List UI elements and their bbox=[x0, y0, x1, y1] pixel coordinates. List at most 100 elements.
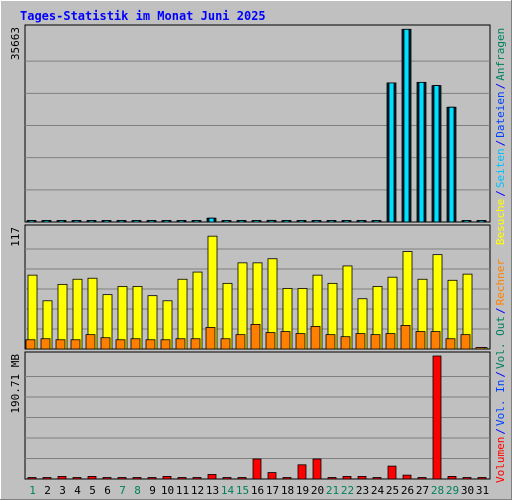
legend-item: Besuche bbox=[494, 199, 507, 245]
volume-kbytes-bar bbox=[312, 458, 322, 480]
hits-pages-bar bbox=[463, 220, 470, 223]
day-label: 10 bbox=[161, 484, 174, 497]
visits-sites-bar bbox=[25, 339, 36, 350]
volume-kbytes-bar bbox=[192, 477, 202, 480]
day-label: 12 bbox=[191, 484, 204, 497]
hits-pages-bar bbox=[178, 220, 185, 223]
volume-kbytes-bar bbox=[42, 477, 52, 480]
hits-pages-bar bbox=[313, 220, 320, 223]
day-label: 22 bbox=[341, 484, 354, 497]
day-label: 4 bbox=[74, 484, 81, 497]
legend-item: Dateien bbox=[494, 91, 507, 137]
visits-visits-bar bbox=[27, 274, 38, 350]
visits-sites-bar bbox=[100, 337, 111, 350]
visits-sites-bar bbox=[40, 338, 51, 350]
visits-sites-bar bbox=[160, 339, 171, 350]
day-label: 13 bbox=[206, 484, 219, 497]
volume-kbytes-bar bbox=[102, 477, 112, 480]
hits-pages-bar bbox=[163, 220, 170, 223]
legend-item: / bbox=[494, 190, 507, 197]
day-label: 29 bbox=[446, 484, 459, 497]
hits-pages-bar bbox=[58, 220, 65, 223]
hits-pages-bar bbox=[448, 106, 455, 223]
hits-pages-bar bbox=[388, 82, 395, 223]
hits-pages-bar bbox=[403, 28, 410, 223]
volume-kbytes-bar bbox=[72, 477, 82, 480]
visits-sites-bar bbox=[190, 338, 201, 350]
legend-item: Vol. In bbox=[494, 380, 507, 426]
legend-item: Anfragen bbox=[494, 28, 507, 81]
volume-kbytes-bar bbox=[327, 477, 337, 480]
volume-max-label: 190.71 MB bbox=[9, 354, 22, 414]
hits-pages-bar bbox=[208, 217, 215, 223]
legend-item: / bbox=[494, 371, 507, 378]
hits-pages-bar bbox=[478, 220, 485, 223]
day-label: 5 bbox=[89, 484, 96, 497]
visits-sites-bar bbox=[70, 339, 81, 350]
volume-kbytes-bar bbox=[132, 477, 142, 480]
legend-item: / bbox=[494, 307, 507, 314]
legend-item: Vol. Out bbox=[494, 316, 507, 369]
day-label: 26 bbox=[401, 484, 414, 497]
day-label: 2 bbox=[44, 484, 51, 497]
day-label: 27 bbox=[416, 484, 429, 497]
volume-kbytes-bar bbox=[27, 477, 37, 480]
visits-sites-bar bbox=[295, 333, 306, 350]
visits-max-label: 117 bbox=[9, 227, 22, 247]
visits-sites-bar bbox=[310, 326, 321, 350]
day-label: 9 bbox=[149, 484, 156, 497]
volume-kbytes-bar bbox=[117, 477, 127, 480]
volume-kbytes-bar bbox=[432, 355, 442, 480]
visits-sites-bar bbox=[475, 347, 486, 350]
panel-volume: 190.71 MB bbox=[9, 351, 491, 480]
volume-kbytes-bar bbox=[342, 476, 352, 480]
day-label: 1 bbox=[29, 484, 36, 497]
day-label: 14 bbox=[221, 484, 235, 497]
volume-kbytes-bar bbox=[477, 477, 487, 480]
volume-kbytes-bar bbox=[237, 477, 247, 480]
visits-sites-bar bbox=[385, 333, 396, 350]
hits-pages-bar bbox=[343, 220, 350, 223]
hits-max-label: 35663 bbox=[9, 27, 22, 60]
visits-sites-bar bbox=[355, 333, 366, 350]
day-label: 3 bbox=[59, 484, 66, 497]
day-label: 25 bbox=[386, 484, 399, 497]
day-labels: 1 2 3 4 5 6 7 8 9 10 11 12 13 14 15 16 17 18 19 20 21 22 23 24 2… bbox=[29, 484, 489, 497]
legend-item: Seiten bbox=[494, 148, 507, 188]
volume-kbytes-bar bbox=[252, 458, 262, 480]
visits-sites-bar bbox=[430, 331, 441, 350]
volume-kbytes-bar bbox=[372, 477, 382, 480]
legend-item: / bbox=[494, 140, 507, 147]
visits-sites-bar bbox=[400, 325, 411, 350]
hits-pages-bar bbox=[283, 220, 290, 223]
visits-sites-bar bbox=[205, 327, 216, 350]
volume-kbytes-bar bbox=[447, 476, 457, 480]
hits-pages-bar bbox=[88, 220, 95, 223]
visits-sites-bar bbox=[265, 332, 276, 350]
day-label: 11 bbox=[176, 484, 189, 497]
day-label: 23 bbox=[356, 484, 369, 497]
hits-pages-bar bbox=[28, 220, 35, 223]
visits-visits-bar bbox=[57, 283, 68, 350]
legend-item: / bbox=[494, 428, 507, 435]
volume-kbytes-bar bbox=[57, 476, 67, 480]
day-label: 31 bbox=[476, 484, 489, 497]
hits-pages-bar bbox=[223, 220, 230, 223]
hits-pages-bar bbox=[73, 220, 80, 223]
day-label: 24 bbox=[371, 484, 385, 497]
volume-plot-area bbox=[24, 351, 491, 480]
visits-sites-bar bbox=[460, 334, 471, 350]
hits-pages-bar bbox=[433, 85, 440, 223]
hits-pages-bar bbox=[193, 220, 200, 223]
visits-sites-bar bbox=[415, 331, 426, 350]
visits-sites-bar bbox=[175, 338, 186, 350]
volume-kbytes-bar bbox=[267, 472, 277, 480]
visits-sites-bar bbox=[115, 339, 126, 350]
panel-hits: 35663 bbox=[9, 24, 491, 223]
hits-pages-bar bbox=[238, 220, 245, 223]
hits-pages-bar bbox=[268, 220, 275, 223]
hits-pages-bar bbox=[328, 220, 335, 223]
legend: Volumen/Vol. In/Vol. Out/RechnerBesuche/… bbox=[494, 28, 507, 483]
day-label: 21 bbox=[326, 484, 339, 497]
